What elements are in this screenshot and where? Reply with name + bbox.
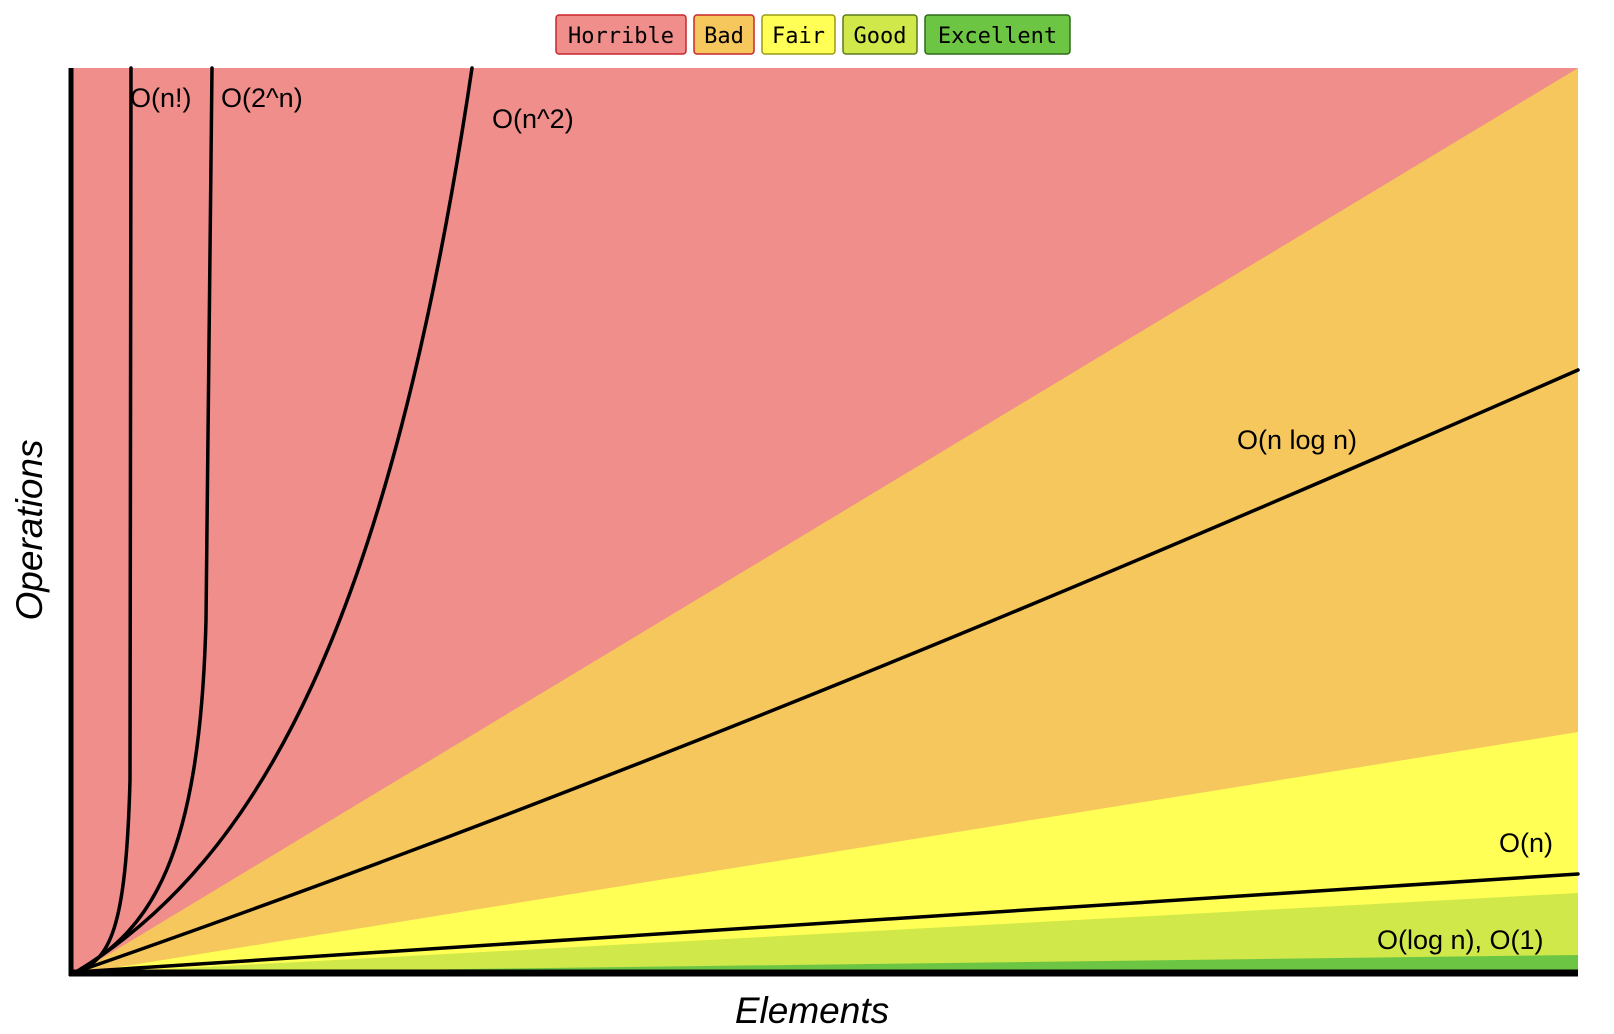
legend-label-excellent: Excellent <box>938 24 1057 49</box>
curve-label-quadratic: O(n^2) <box>492 104 574 134</box>
axes <box>68 68 1578 977</box>
legend-label-fair: Fair <box>772 24 825 49</box>
curve-labels: O(n!) O(2^n) O(n^2) O(n log n) O(n) O(lo… <box>130 83 1553 955</box>
legend-label-good: Good <box>854 24 907 49</box>
region-bad <box>76 68 1578 974</box>
legend-item-good: Good <box>842 14 918 55</box>
legend-item-excellent: Excellent <box>924 14 1071 55</box>
curve-label-linear: O(n) <box>1499 828 1553 858</box>
legend-swatch-good <box>842 14 918 55</box>
curve-label-exponential: O(2^n) <box>221 83 303 113</box>
region-excellent <box>76 955 1578 974</box>
curve-linearithmic <box>74 368 1580 974</box>
legend-label-horrible: Horrible <box>568 24 674 49</box>
curve-label-linearithmic: O(n log n) <box>1237 425 1357 455</box>
curve-linear <box>74 872 1580 974</box>
curves <box>74 66 1580 974</box>
legend-item-bad: Bad <box>693 14 755 55</box>
region-good <box>76 893 1578 974</box>
x-axis-label: Elements <box>735 990 889 1031</box>
legend-item-horrible: Horrible <box>555 14 687 55</box>
legend-swatch-horrible <box>555 14 687 55</box>
curve-quadratic <box>74 66 474 974</box>
curve-label-factorial: O(n!) <box>130 83 192 113</box>
legend-swatch-excellent <box>924 14 1071 55</box>
y-axis-label: Operations <box>9 440 50 621</box>
regions <box>70 68 1578 974</box>
legend-swatch-fair <box>761 14 836 55</box>
legend-item-fair: Fair <box>761 14 836 55</box>
curve-label-logarithmic-constant: O(log n), O(1) <box>1377 925 1544 955</box>
legend-swatch-bad <box>693 14 755 55</box>
legend-label-bad: Bad <box>704 24 744 49</box>
legend: Horrible Bad Fair Good Excellent <box>555 14 1071 55</box>
